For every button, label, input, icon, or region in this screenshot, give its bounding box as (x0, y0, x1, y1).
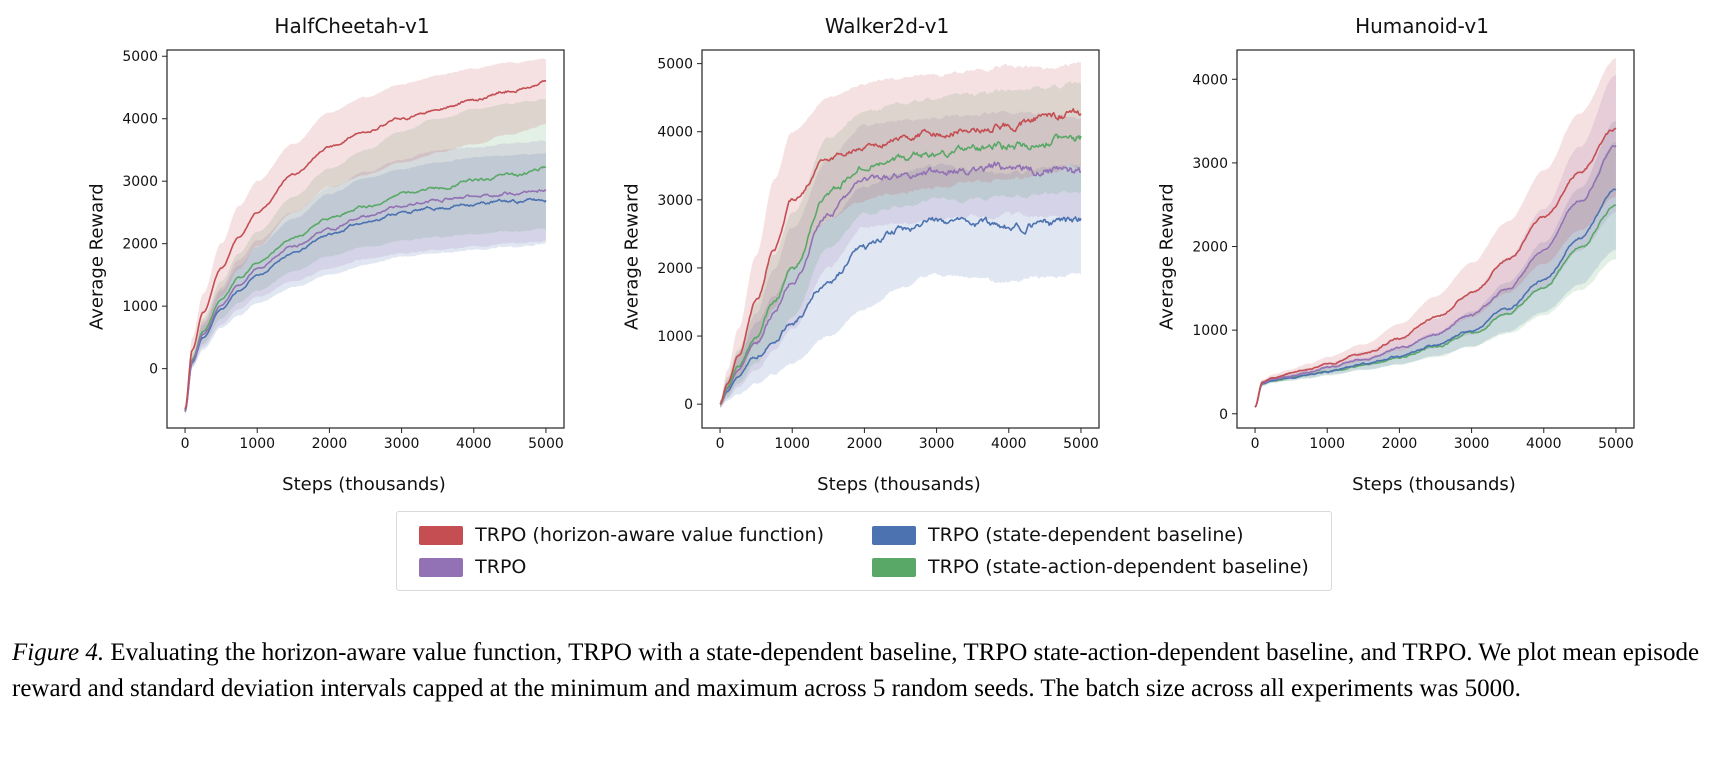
legend-swatch-blue (872, 525, 916, 545)
legend-item-trpo: TRPO (419, 556, 824, 578)
legend-label: TRPO (state-action-dependent baseline) (928, 556, 1309, 578)
legend-item-horizon-aware: TRPO (horizon-aware value function) (419, 524, 824, 546)
legend-swatch-red (419, 525, 464, 545)
y-axis-label: Average Reward (621, 183, 642, 331)
humanoid-plot-canvas (1178, 42, 1644, 472)
chart-title-halfcheetah: HalfCheetah-v1 (274, 14, 430, 38)
x-axis-label: Steps (thousands) (282, 474, 446, 495)
y-axis-label: Average Reward (1156, 183, 1177, 331)
figure-caption: Figure 4. Evaluating the horizon-aware v… (12, 635, 1716, 707)
caption-text: Evaluating the horizon-aware value funct… (12, 639, 1700, 702)
chart-body: Average Reward (1155, 42, 1644, 472)
chart-title-walker2d: Walker2d-v1 (824, 14, 950, 38)
chart-body: Average Reward (620, 42, 1109, 472)
legend-box: TRPO (horizon-aware value function) TRPO… (396, 511, 1332, 591)
chart-body: Average Reward (85, 42, 574, 472)
chart-walker2d: Walker2d-v1 Average Reward Steps (thousa… (620, 14, 1109, 495)
y-axis-label: Average Reward (86, 183, 107, 331)
legend-row: TRPO (horizon-aware value function) TRPO… (0, 511, 1728, 591)
x-axis-label: Steps (thousands) (817, 474, 981, 495)
chart-humanoid: Humanoid-v1 Average Reward Steps (thousa… (1155, 14, 1644, 495)
legend-label: TRPO (475, 556, 527, 578)
legend-item-state-action-dependent: TRPO (state-action-dependent baseline) (872, 556, 1309, 578)
legend-item-state-dependent: TRPO (state-dependent baseline) (872, 524, 1309, 546)
legend-label: TRPO (horizon-aware value function) (475, 524, 824, 546)
charts-row: HalfCheetah-v1 Average Reward Steps (tho… (85, 14, 1644, 495)
x-axis-label: Steps (thousands) (1352, 474, 1516, 495)
legend-swatch-green (872, 557, 916, 577)
legend-label: TRPO (state-dependent baseline) (928, 524, 1244, 546)
caption-label: Figure 4. (12, 639, 105, 666)
walker2d-plot-canvas (643, 42, 1109, 472)
chart-halfcheetah: HalfCheetah-v1 Average Reward Steps (tho… (85, 14, 574, 495)
chart-title-humanoid: Humanoid-v1 (1355, 14, 1489, 38)
halfcheetah-plot-canvas (108, 42, 574, 472)
legend-swatch-purple (419, 557, 464, 577)
